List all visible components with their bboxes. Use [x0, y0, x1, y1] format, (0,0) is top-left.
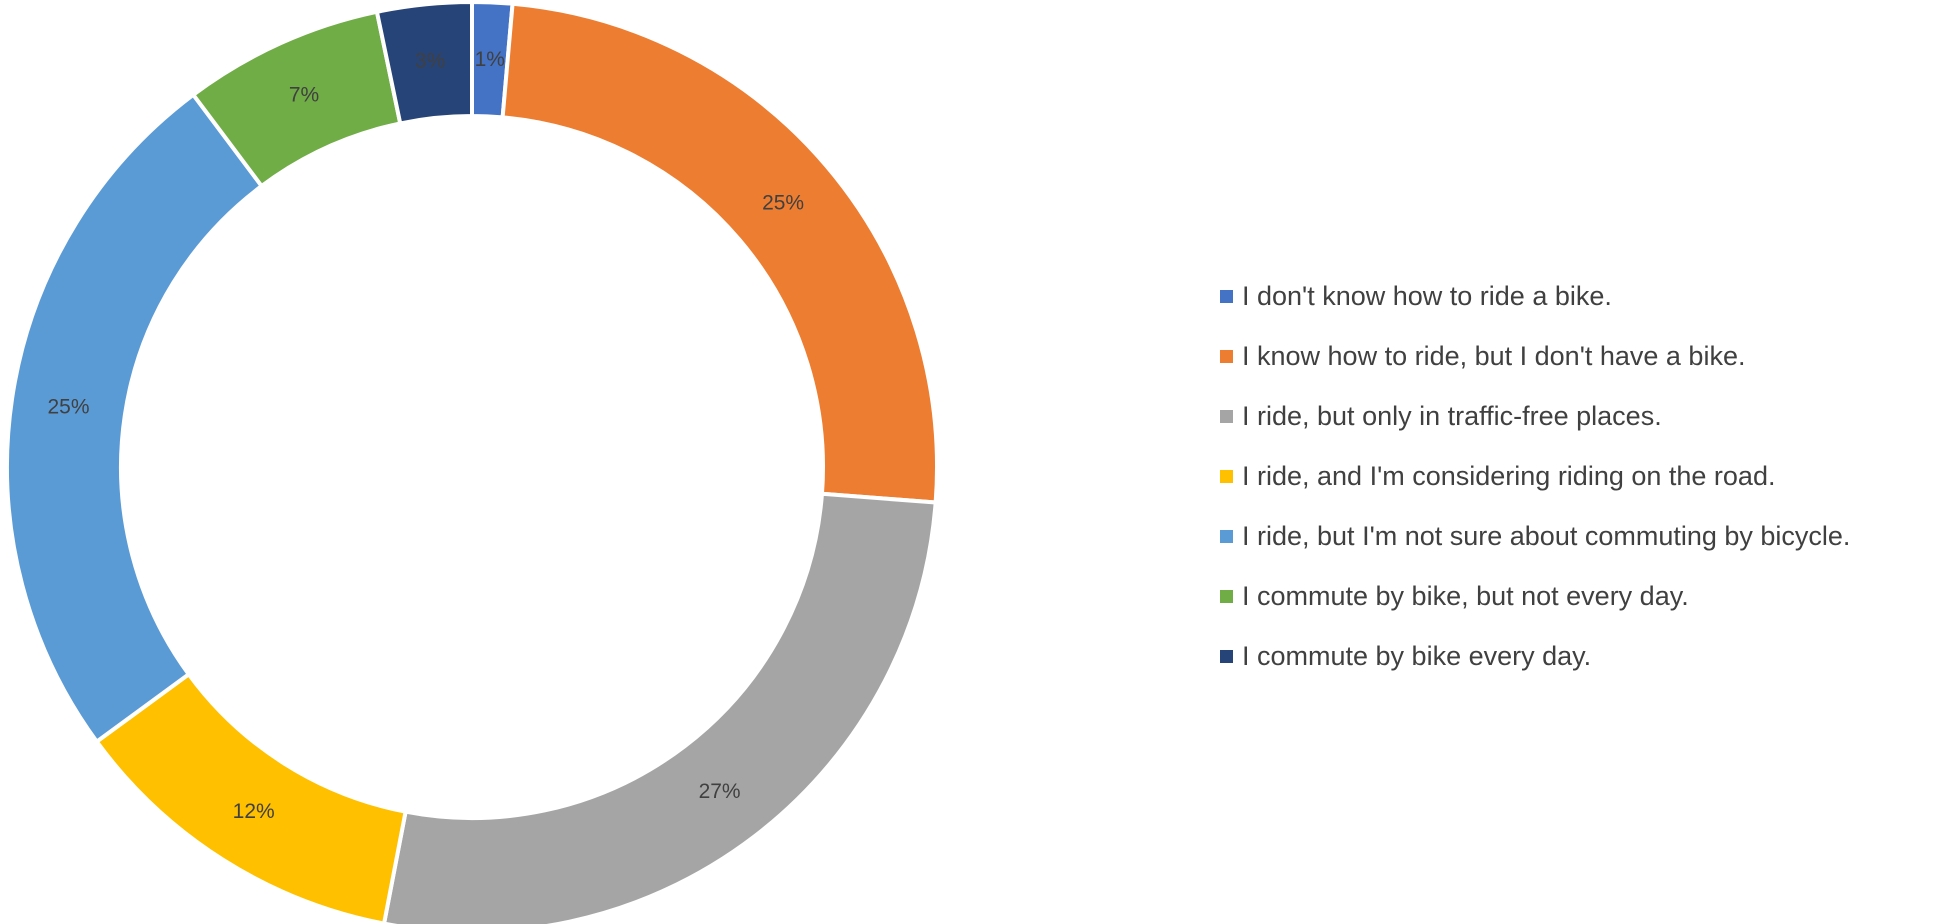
data-label-6: 7% [289, 84, 319, 107]
legend-swatch [1220, 409, 1233, 423]
legend-label: I don't know how to ride a bike. [1242, 280, 1612, 311]
donut-slice-3 [381, 491, 938, 924]
legend-swatch [1220, 589, 1233, 603]
legend-label: I ride, but only in traffic-free places. [1242, 400, 1662, 431]
legend-swatch [1220, 469, 1233, 483]
legend-label: I ride, and I'm considering riding on th… [1242, 460, 1776, 491]
legend-item-3: I ride, but only in traffic-free places. [1220, 386, 1920, 446]
legend-swatch [1220, 349, 1233, 363]
data-label-5: 25% [47, 395, 89, 418]
data-label-2: 25% [762, 192, 804, 215]
donut-chart: 1% 25% 27% 12% 25% 7% 3% [5, 0, 939, 924]
donut-slice-2 [500, 1, 939, 505]
data-label-7: 3% [415, 50, 445, 73]
legend-label: I know how to ride, but I don't have a b… [1242, 340, 1746, 371]
legend-item-1: I don't know how to ride a bike. [1220, 266, 1920, 326]
chart-legend: I don't know how to ride a bike. I know h… [1220, 266, 1920, 686]
legend-item-4: I ride, and I'm considering riding on th… [1220, 446, 1920, 506]
legend-swatch [1220, 649, 1233, 663]
legend-item-5: I ride, but I'm not sure about commuting… [1220, 506, 1920, 566]
legend-item-6: I commute by bike, but not every day. [1220, 566, 1920, 626]
legend-swatch [1220, 289, 1233, 303]
data-label-3: 27% [699, 780, 741, 803]
donut-data-labels: 1% 25% 27% 12% 25% 7% 3% [47, 48, 804, 823]
legend-item-7: I commute by bike every day. [1220, 626, 1920, 686]
legend-label: I commute by bike every day. [1242, 640, 1592, 671]
donut-slice-5 [5, 91, 265, 745]
legend-item-2: I know how to ride, but I don't have a b… [1220, 326, 1920, 386]
data-label-1: 1% [475, 48, 505, 71]
legend-swatch [1220, 529, 1233, 543]
donut-slices [5, 0, 939, 924]
legend-label: I commute by bike, but not every day. [1242, 580, 1689, 611]
donut-slice-7 [374, 0, 474, 126]
donut-slice-4 [93, 671, 408, 924]
data-label-4: 12% [233, 800, 275, 823]
legend-label: I ride, but I'm not sure about commuting… [1242, 520, 1851, 551]
